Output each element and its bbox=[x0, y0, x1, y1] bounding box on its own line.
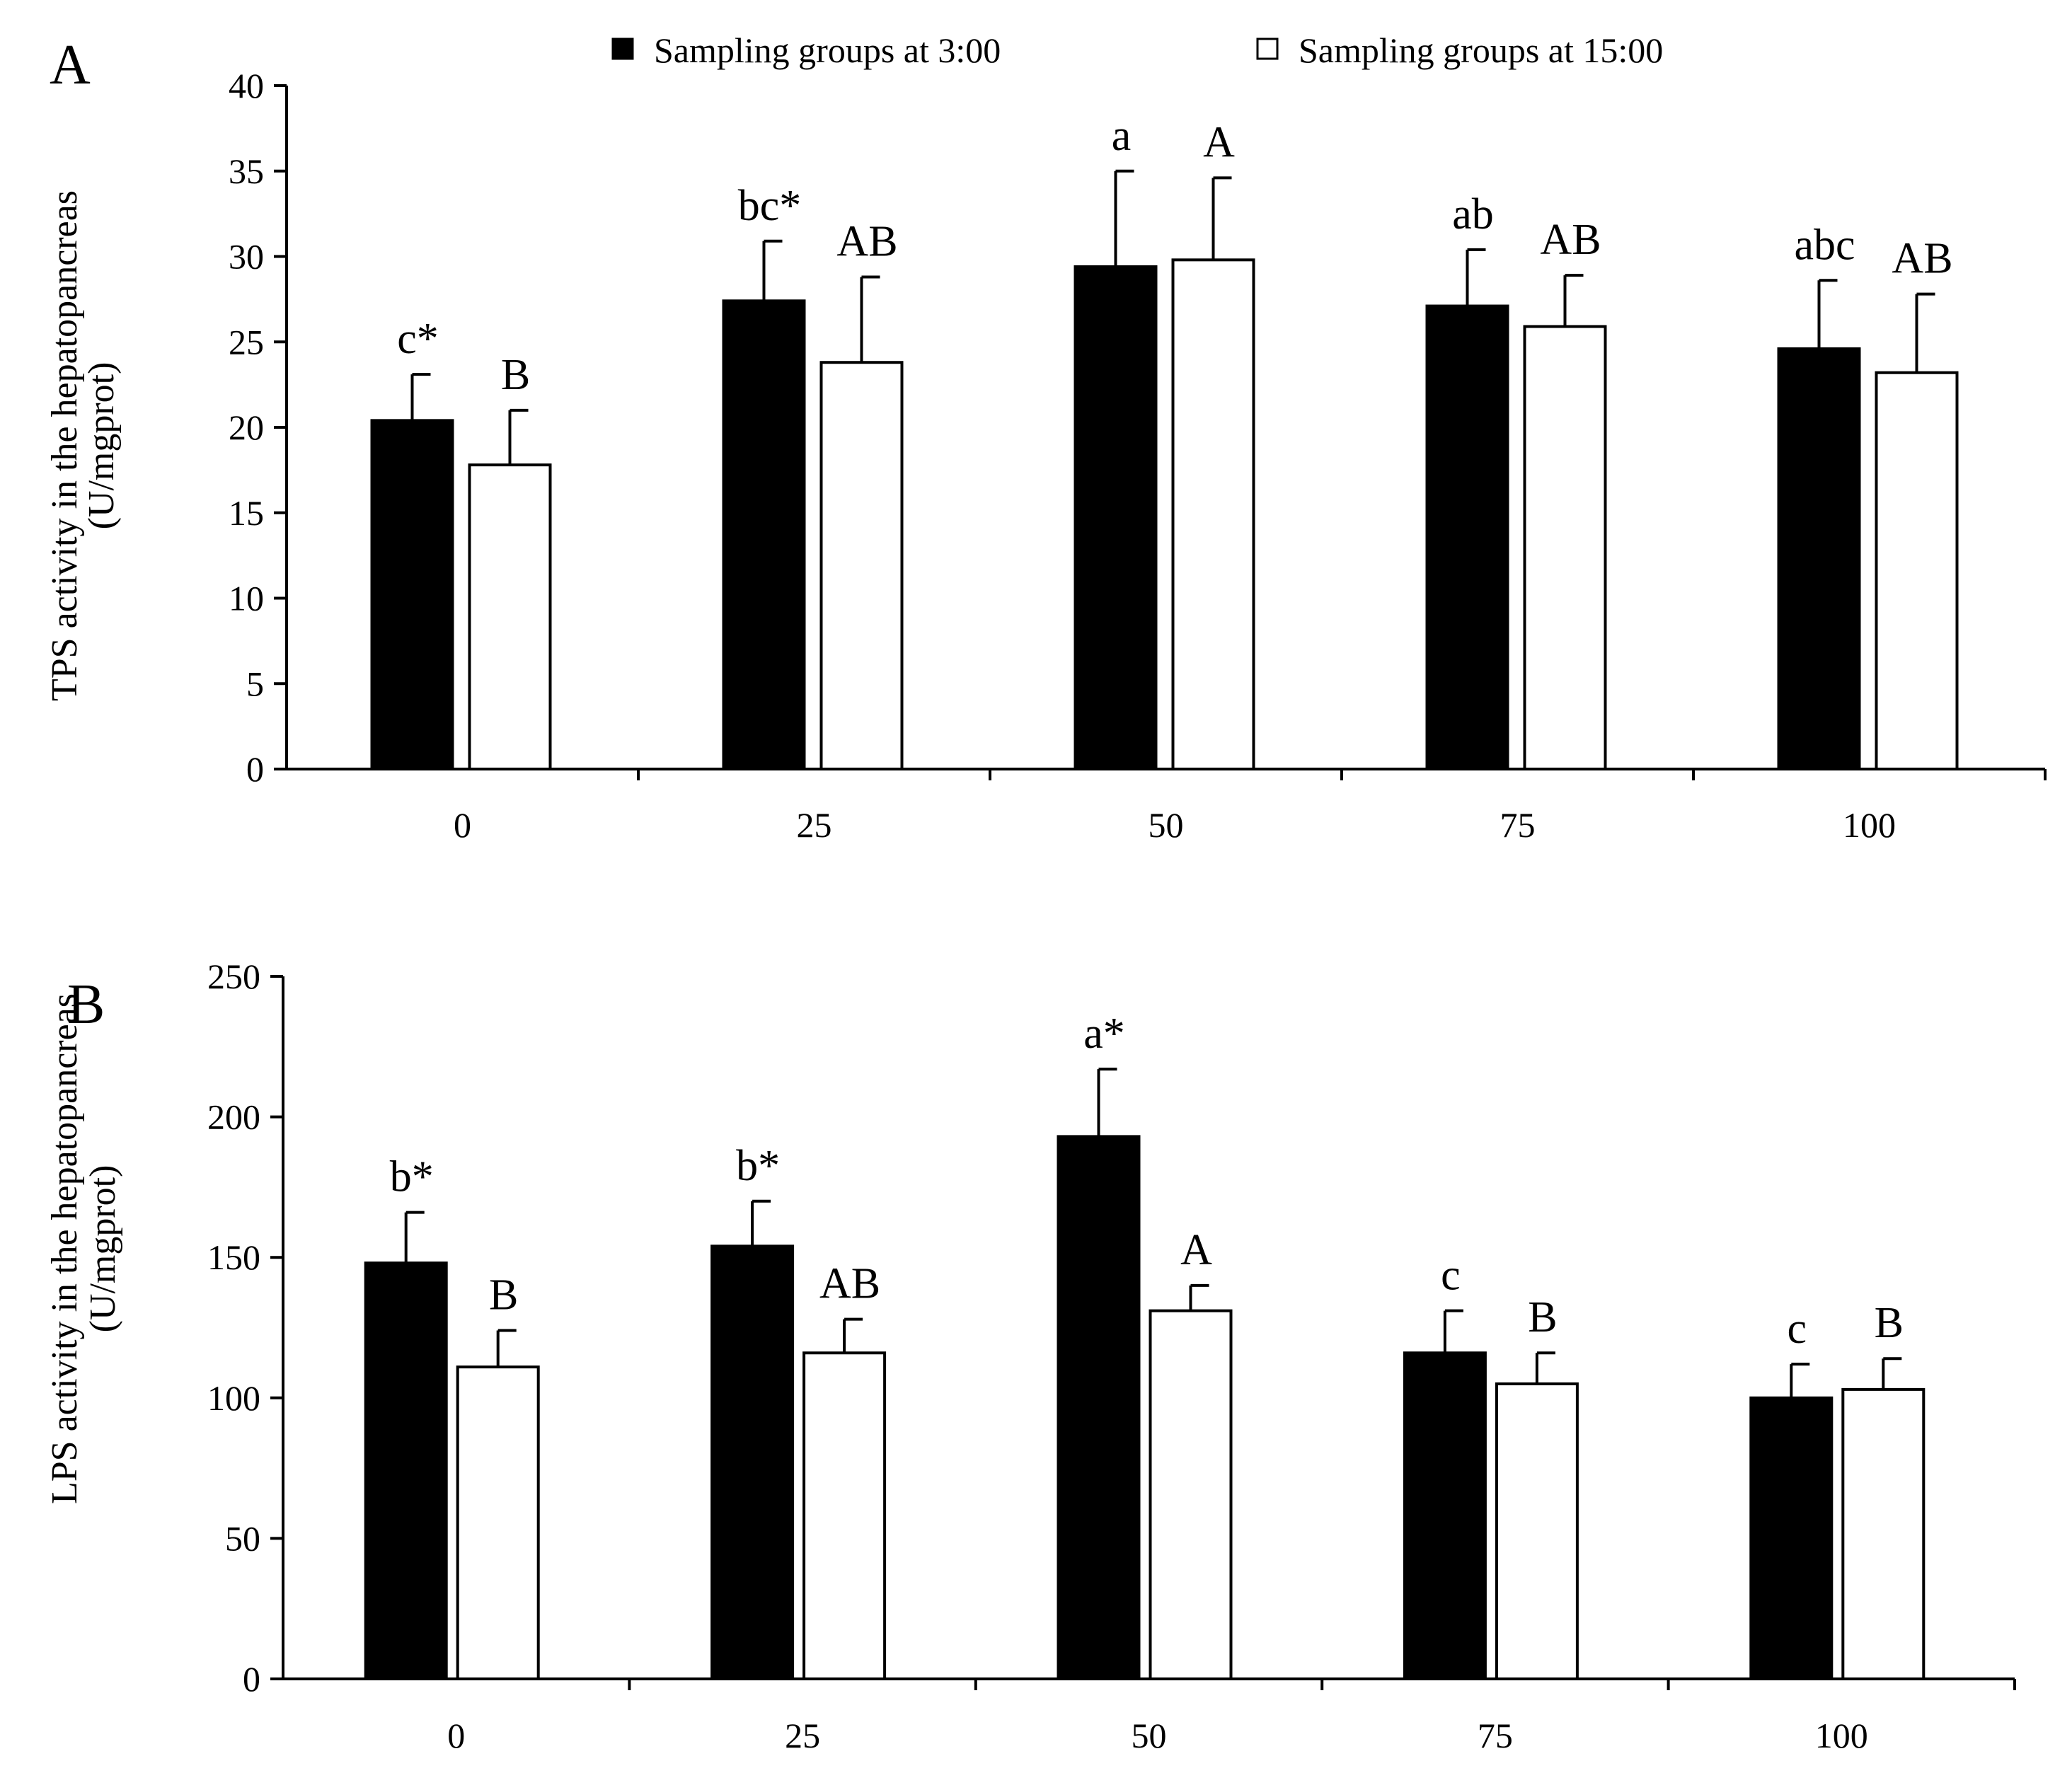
legend: Sampling groups at 3:00 Sampling groups … bbox=[611, 30, 1663, 70]
bar-3h bbox=[722, 299, 806, 771]
y-tick-label: 0 bbox=[243, 1659, 260, 1699]
bar-15h bbox=[1495, 1382, 1579, 1680]
bar-3h bbox=[710, 1244, 795, 1680]
legend-label-15h: Sampling groups at 15:00 bbox=[1299, 30, 1663, 70]
significance-label: B bbox=[1528, 1293, 1557, 1341]
significance-label: a* bbox=[1083, 1010, 1125, 1058]
y-tick-label: 5 bbox=[246, 664, 264, 703]
y-tick-label: 0 bbox=[246, 749, 264, 789]
significance-label: c bbox=[1788, 1305, 1807, 1353]
panel-a-chart: A 0 5 10 15 20 25 30 35 40 TPS activity in the hep… bbox=[45, 34, 2047, 845]
bar-3h bbox=[364, 1261, 448, 1681]
x-tick-label: 50 bbox=[1132, 1716, 1167, 1755]
significance-label: B bbox=[1875, 1299, 1904, 1347]
significance-label: bc* bbox=[738, 182, 802, 230]
bar-15h bbox=[1149, 1309, 1233, 1680]
significance-label: b* bbox=[736, 1142, 780, 1190]
bar-15h bbox=[468, 463, 552, 770]
legend-swatch-3h bbox=[611, 37, 634, 60]
significance-label: B bbox=[501, 351, 530, 399]
y-tick-label: 30 bbox=[229, 237, 264, 277]
bar-3h bbox=[1074, 265, 1158, 770]
y-tick-label: 100 bbox=[207, 1378, 260, 1418]
y-tick-label: 10 bbox=[229, 579, 264, 618]
x-tick-label: 25 bbox=[797, 805, 832, 845]
y-tick-label: 25 bbox=[229, 322, 264, 362]
significance-label: abc bbox=[1794, 221, 1855, 269]
x-tick-label: 100 bbox=[1815, 1716, 1868, 1755]
bar-15h bbox=[1523, 325, 1607, 770]
legend-swatch-15h bbox=[1256, 37, 1279, 60]
significance-label: B bbox=[489, 1271, 518, 1319]
significance-label: AB bbox=[1892, 235, 1952, 283]
bar-3h bbox=[1057, 1135, 1141, 1681]
significance-label: AB bbox=[836, 217, 897, 265]
significance-label: AB bbox=[1540, 216, 1601, 264]
significance-label: c bbox=[1441, 1252, 1461, 1300]
y-axis-title: LPS activity in the hepatopancreas bbox=[45, 993, 85, 1504]
panel-label: B bbox=[67, 974, 105, 1036]
y-tick-label: 200 bbox=[207, 1097, 260, 1137]
y-axis-title: (U/mgprot) bbox=[83, 1165, 123, 1333]
y-axis-title: (U/mgprot) bbox=[81, 362, 122, 530]
x-tick-label: 75 bbox=[1500, 805, 1536, 845]
bar-15h bbox=[802, 1351, 887, 1681]
significance-label: c* bbox=[397, 315, 439, 363]
panel-label: A bbox=[50, 34, 91, 96]
bar-15h bbox=[1171, 258, 1255, 770]
bar-3h bbox=[370, 419, 454, 771]
y-tick-label: 50 bbox=[225, 1518, 260, 1558]
y-axis-title: TPS activity in the hepatopancreas bbox=[45, 190, 85, 701]
bar-15h bbox=[1875, 371, 1959, 770]
bar-3h bbox=[1777, 347, 1861, 771]
y-tick-label: 35 bbox=[229, 151, 264, 191]
y-tick-label: 20 bbox=[229, 408, 264, 447]
y-tick-label: 40 bbox=[229, 66, 264, 105]
bar-15h bbox=[1841, 1387, 1926, 1681]
legend-label-3h: Sampling groups at 3:00 bbox=[654, 30, 1001, 70]
y-tick-label: 150 bbox=[207, 1237, 260, 1277]
significance-label: b* bbox=[390, 1153, 434, 1201]
significance-label: A bbox=[1203, 118, 1235, 166]
bar-3h bbox=[1403, 1351, 1487, 1681]
bar-3h bbox=[1425, 304, 1509, 771]
x-tick-label: 0 bbox=[447, 1716, 465, 1755]
x-tick-label: 50 bbox=[1149, 805, 1184, 845]
bar-15h bbox=[819, 361, 904, 770]
significance-label: A bbox=[1180, 1226, 1212, 1274]
y-tick-label: 250 bbox=[207, 957, 260, 996]
bar-3h bbox=[1749, 1396, 1834, 1681]
bar-15h bbox=[456, 1365, 540, 1681]
significance-label: ab bbox=[1452, 190, 1494, 238]
x-tick-label: 25 bbox=[785, 1716, 820, 1755]
x-tick-label: 75 bbox=[1478, 1716, 1513, 1755]
significance-label: a bbox=[1112, 112, 1132, 160]
significance-label: AB bbox=[819, 1260, 880, 1308]
x-tick-label: 100 bbox=[1843, 805, 1896, 845]
y-tick-label: 15 bbox=[229, 493, 264, 533]
x-tick-label: 0 bbox=[454, 805, 471, 845]
